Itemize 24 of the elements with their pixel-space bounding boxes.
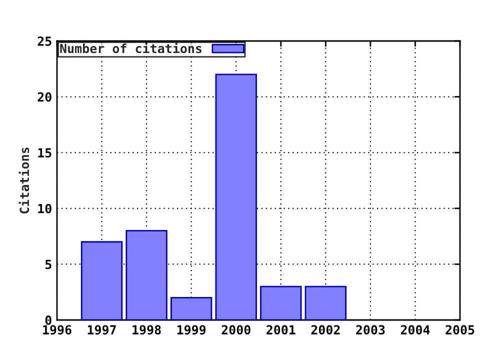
y-tick-label: 10 — [38, 204, 52, 214]
x-tick-label: 2003 — [356, 325, 385, 335]
bar — [170, 296, 212, 320]
bar — [80, 241, 123, 320]
bar — [304, 286, 347, 320]
x-tick-label: 1998 — [132, 325, 161, 335]
y-axis-title: Citations — [18, 148, 30, 214]
y-tick-label: 25 — [38, 36, 52, 46]
x-tick-label: 2001 — [266, 325, 296, 335]
x-tick-label: 1997 — [88, 325, 116, 335]
x-tick-label: 1999 — [177, 325, 206, 335]
x-tick-label: 2004 — [400, 325, 430, 335]
bar — [126, 230, 168, 320]
x-tick-label: 1996 — [43, 325, 72, 335]
y-tick-label: 20 — [38, 92, 52, 102]
bar — [260, 286, 302, 320]
legend-label: Number of citations — [60, 42, 202, 54]
y-tick-label: 15 — [38, 148, 52, 158]
bar — [215, 74, 257, 320]
x-tick-label: 2005 — [446, 325, 474, 335]
x-tick-label: 2002 — [311, 325, 340, 335]
y-tick-label: 0 — [45, 315, 52, 325]
y-tick-label: 5 — [45, 260, 52, 270]
x-tick-label: 2000 — [222, 325, 250, 335]
